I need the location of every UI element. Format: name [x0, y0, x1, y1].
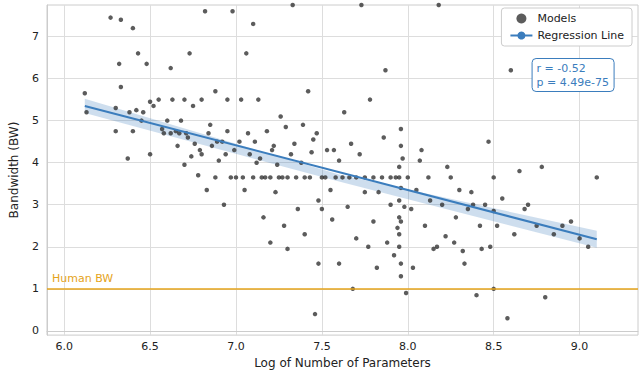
svg-text:1: 1 — [32, 282, 39, 295]
svg-text:Regression Line: Regression Line — [537, 29, 624, 42]
svg-text:6: 6 — [32, 72, 39, 85]
svg-text:Log of Number of Parameters: Log of Number of Parameters — [254, 356, 431, 370]
svg-text:Models: Models — [537, 12, 576, 25]
svg-text:8.5: 8.5 — [485, 340, 503, 353]
svg-text:r = -0.52: r = -0.52 — [537, 62, 586, 75]
svg-text:Human BW: Human BW — [52, 272, 113, 285]
svg-text:8.0: 8.0 — [399, 340, 417, 353]
svg-text:4: 4 — [32, 156, 39, 169]
svg-text:Bandwidth (BW): Bandwidth (BW) — [7, 122, 21, 219]
svg-text:7: 7 — [32, 30, 39, 43]
svg-text:0: 0 — [32, 324, 39, 337]
svg-text:2: 2 — [32, 240, 39, 253]
svg-text:6.0: 6.0 — [55, 340, 73, 353]
svg-text:p = 4.49e-75: p = 4.49e-75 — [537, 76, 609, 89]
svg-text:7.0: 7.0 — [227, 340, 245, 353]
svg-text:9.0: 9.0 — [571, 340, 589, 353]
svg-text:6.5: 6.5 — [141, 340, 159, 353]
svg-text:5: 5 — [32, 114, 39, 127]
svg-text:7.5: 7.5 — [313, 340, 331, 353]
svg-text:3: 3 — [32, 198, 39, 211]
